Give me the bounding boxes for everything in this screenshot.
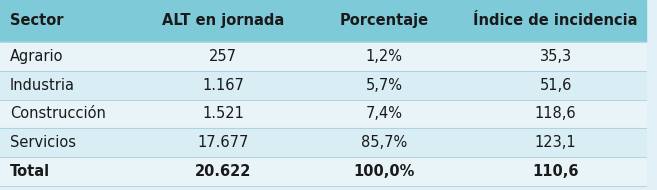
Bar: [465, 0, 646, 42]
Bar: [0, 100, 142, 128]
Text: Construcción: Construcción: [10, 107, 106, 121]
Text: Porcentaje: Porcentaje: [340, 13, 429, 28]
Text: 1,2%: 1,2%: [366, 49, 403, 64]
Text: ALT en jornada: ALT en jornada: [162, 13, 284, 28]
Text: 7,4%: 7,4%: [366, 107, 403, 121]
Text: Agrario: Agrario: [10, 49, 63, 64]
Text: 1.521: 1.521: [202, 107, 244, 121]
Bar: [304, 128, 465, 157]
Bar: [465, 71, 646, 100]
Bar: [142, 100, 304, 128]
Text: 35,3: 35,3: [539, 49, 572, 64]
Bar: [0, 42, 142, 71]
Bar: [142, 0, 304, 42]
Text: Servicios: Servicios: [10, 135, 76, 150]
Text: 5,7%: 5,7%: [366, 78, 403, 93]
Text: 110,6: 110,6: [532, 164, 579, 179]
Bar: [0, 0, 142, 42]
Bar: [304, 71, 465, 100]
Bar: [304, 42, 465, 71]
Text: 123,1: 123,1: [535, 135, 576, 150]
Text: Total: Total: [10, 164, 50, 179]
Bar: [0, 71, 142, 100]
Text: 257: 257: [209, 49, 237, 64]
Text: Índice de incidencia: Índice de incidencia: [473, 13, 638, 28]
Bar: [0, 157, 142, 186]
Bar: [142, 157, 304, 186]
Text: 85,7%: 85,7%: [361, 135, 407, 150]
Bar: [465, 100, 646, 128]
Bar: [142, 128, 304, 157]
Text: 100,0%: 100,0%: [353, 164, 415, 179]
Bar: [142, 71, 304, 100]
Text: Sector: Sector: [10, 13, 63, 28]
Bar: [304, 157, 465, 186]
Text: 1.167: 1.167: [202, 78, 244, 93]
Bar: [304, 0, 465, 42]
Bar: [304, 100, 465, 128]
Text: 20.622: 20.622: [194, 164, 251, 179]
Bar: [465, 157, 646, 186]
Bar: [465, 42, 646, 71]
Text: Industria: Industria: [10, 78, 75, 93]
Text: 17.677: 17.677: [197, 135, 248, 150]
Text: 118,6: 118,6: [535, 107, 576, 121]
Bar: [142, 42, 304, 71]
Bar: [0, 128, 142, 157]
Bar: [465, 128, 646, 157]
Text: 51,6: 51,6: [539, 78, 572, 93]
